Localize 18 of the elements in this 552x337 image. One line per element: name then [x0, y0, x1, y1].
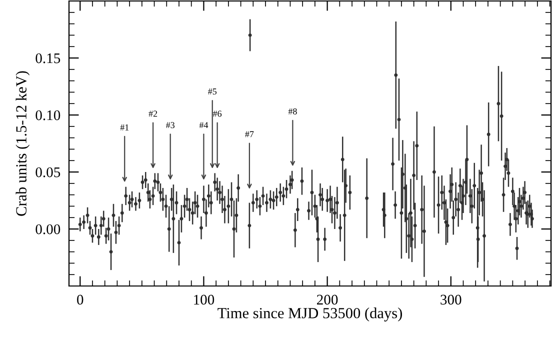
- annotation: #4: [199, 122, 208, 128]
- y-tick-label: 0.15: [36, 53, 60, 64]
- annotation: #5: [208, 88, 217, 95]
- annotation: #8: [288, 108, 297, 114]
- y-tick-label: 0.00: [36, 224, 60, 234]
- annotation: #6: [212, 110, 222, 117]
- y-tick-label: 0.05: [36, 167, 60, 178]
- x-axis-title: Time since MJD 53500 (days): [218, 308, 402, 322]
- y-tick-label: 0.10: [36, 110, 60, 120]
- x-tick-label: 300: [440, 294, 462, 305]
- y-axis-title: Crab units (1.5-12 keV): [16, 71, 30, 216]
- annotation: #1: [120, 124, 129, 130]
- x-tick-label: 200: [317, 294, 338, 305]
- x-tick-label: 0: [77, 294, 84, 305]
- annotation: #2: [148, 110, 158, 117]
- annotation: #7: [245, 131, 254, 138]
- annotation: #3: [166, 122, 175, 128]
- x-tick-label: 100: [194, 294, 214, 305]
